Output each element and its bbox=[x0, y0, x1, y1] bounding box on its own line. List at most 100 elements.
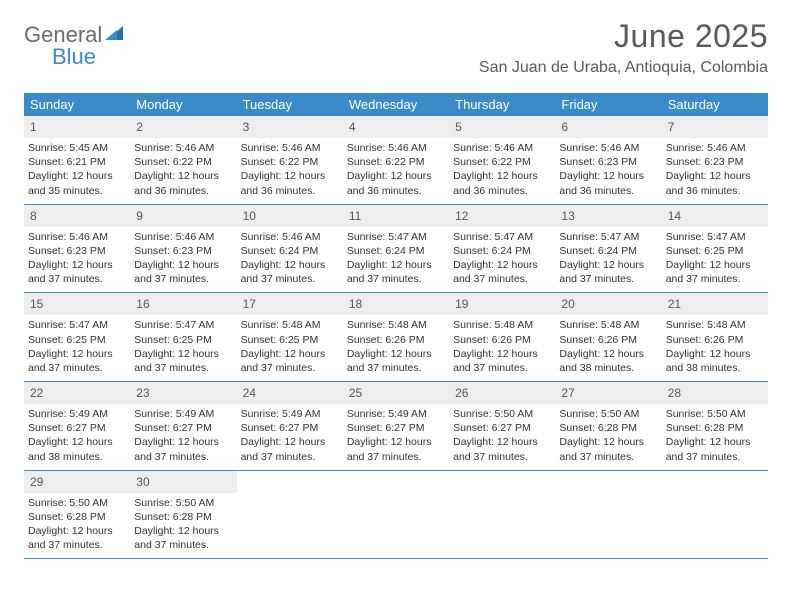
day-number-row: 9 bbox=[130, 205, 236, 227]
day-cell: 10 Sunrise: 5:46 AMSunset: 6:24 PMDayligh… bbox=[237, 205, 343, 293]
day-number-row: 24 bbox=[237, 382, 343, 404]
day-number: 9 bbox=[136, 209, 143, 223]
week-row: 8 Sunrise: 5:46 AMSunset: 6:23 PMDaylight… bbox=[24, 205, 768, 294]
logo: General Blue bbox=[24, 18, 127, 68]
day-detail: Sunrise: 5:48 AMSunset: 6:26 PMDaylight:… bbox=[666, 318, 764, 375]
day-number-row: 20 bbox=[555, 293, 661, 315]
day-number-row: 5 bbox=[449, 116, 555, 138]
day-detail: Sunrise: 5:50 AMSunset: 6:28 PMDaylight:… bbox=[559, 407, 657, 464]
day-cell: 30 Sunrise: 5:50 AMSunset: 6:28 PMDayligh… bbox=[130, 471, 236, 559]
weekday-header: Saturday bbox=[662, 93, 768, 116]
day-detail: Sunrise: 5:50 AMSunset: 6:28 PMDaylight:… bbox=[28, 496, 126, 553]
weekday-header-row: SundayMondayTuesdayWednesdayThursdayFrid… bbox=[24, 93, 768, 116]
weeks-container: 1Sunrise: 5:45 AMSunset: 6:21 PMDaylight… bbox=[24, 116, 768, 559]
weekday-header: Sunday bbox=[24, 93, 130, 116]
day-detail: Sunrise: 5:47 AMSunset: 6:24 PMDaylight:… bbox=[347, 230, 445, 287]
day-cell: 6Sunrise: 5:46 AMSunset: 6:23 PMDaylight… bbox=[555, 116, 661, 204]
day-number-row: 26 bbox=[449, 382, 555, 404]
page-title: June 2025 bbox=[479, 18, 768, 55]
day-detail: Sunrise: 5:46 AMSunset: 6:24 PMDaylight:… bbox=[241, 230, 339, 287]
day-number-row: 1 bbox=[24, 116, 130, 138]
day-cell: 28 Sunrise: 5:50 AMSunset: 6:28 PMDayligh… bbox=[662, 382, 768, 470]
day-number: 17 bbox=[243, 297, 256, 311]
day-number: 27 bbox=[561, 386, 574, 400]
day-cell: 24 Sunrise: 5:49 AMSunset: 6:27 PMDayligh… bbox=[237, 382, 343, 470]
day-cell: 17 Sunrise: 5:48 AMSunset: 6:25 PMDayligh… bbox=[237, 293, 343, 381]
logo-word-general: General bbox=[24, 24, 102, 46]
day-number-row: 4 bbox=[343, 116, 449, 138]
day-number-row: 29 bbox=[24, 471, 130, 493]
weekday-header: Thursday bbox=[449, 93, 555, 116]
day-detail: Sunrise: 5:48 AMSunset: 6:26 PMDaylight:… bbox=[559, 318, 657, 375]
day-cell: 3 Sunrise: 5:46 AMSunset: 6:22 PMDaylight… bbox=[237, 116, 343, 204]
day-number-row: 27 bbox=[555, 382, 661, 404]
week-row: 29 Sunrise: 5:50 AMSunset: 6:28 PMDayligh… bbox=[24, 471, 768, 560]
day-detail: Sunrise: 5:46 AMSunset: 6:23 PMDaylight:… bbox=[134, 230, 232, 287]
day-number: 23 bbox=[136, 386, 149, 400]
day-number: 26 bbox=[455, 386, 468, 400]
day-number-row: 2 bbox=[130, 116, 236, 138]
day-number: 4 bbox=[349, 120, 356, 134]
day-number: 5 bbox=[455, 120, 462, 134]
day-detail: Sunrise: 5:46 AMSunset: 6:23 PMDaylight:… bbox=[28, 230, 126, 287]
day-number: 12 bbox=[455, 209, 468, 223]
day-number: 10 bbox=[243, 209, 256, 223]
calendar: SundayMondayTuesdayWednesdayThursdayFrid… bbox=[24, 93, 768, 559]
day-detail: Sunrise: 5:50 AMSunset: 6:28 PMDaylight:… bbox=[134, 496, 232, 553]
day-number-row: 23 bbox=[130, 382, 236, 404]
day-number-row: 3 bbox=[237, 116, 343, 138]
title-block: June 2025 San Juan de Uraba, Antioquia, … bbox=[479, 18, 768, 77]
header: General Blue June 2025 San Juan de Uraba… bbox=[0, 0, 792, 83]
day-cell: 29 Sunrise: 5:50 AMSunset: 6:28 PMDayligh… bbox=[24, 471, 130, 559]
day-number-row: 6 bbox=[555, 116, 661, 138]
day-number-row: 10 bbox=[237, 205, 343, 227]
day-number-row: 30 bbox=[130, 471, 236, 493]
day-number-row: 13 bbox=[555, 205, 661, 227]
day-detail: Sunrise: 5:47 AMSunset: 6:25 PMDaylight:… bbox=[134, 318, 232, 375]
day-cell: 1Sunrise: 5:45 AMSunset: 6:21 PMDaylight… bbox=[24, 116, 130, 204]
day-cell: 7Sunrise: 5:46 AMSunset: 6:23 PMDaylight… bbox=[662, 116, 768, 204]
day-number: 20 bbox=[561, 297, 574, 311]
day-number: 24 bbox=[243, 386, 256, 400]
weekday-header: Tuesday bbox=[237, 93, 343, 116]
day-number: 25 bbox=[349, 386, 362, 400]
day-detail: Sunrise: 5:47 AMSunset: 6:25 PMDaylight:… bbox=[28, 318, 126, 375]
day-cell: 2Sunrise: 5:46 AMSunset: 6:22 PMDaylight… bbox=[130, 116, 236, 204]
day-detail: Sunrise: 5:48 AMSunset: 6:26 PMDaylight:… bbox=[347, 318, 445, 375]
day-number: 28 bbox=[668, 386, 681, 400]
day-number-row: 17 bbox=[237, 293, 343, 315]
day-cell: 12Sunrise: 5:47 AMSunset: 6:24 PMDayligh… bbox=[449, 205, 555, 293]
day-cell: 13Sunrise: 5:47 AMSunset: 6:24 PMDayligh… bbox=[555, 205, 661, 293]
day-detail: Sunrise: 5:48 AMSunset: 6:25 PMDaylight:… bbox=[241, 318, 339, 375]
day-number: 1 bbox=[30, 120, 37, 134]
day-number: 8 bbox=[30, 209, 37, 223]
day-detail: Sunrise: 5:48 AMSunset: 6:26 PMDaylight:… bbox=[453, 318, 551, 375]
day-number: 15 bbox=[30, 297, 43, 311]
day-number: 29 bbox=[30, 475, 43, 489]
day-cell: 18 Sunrise: 5:48 AMSunset: 6:26 PMDayligh… bbox=[343, 293, 449, 381]
day-detail: Sunrise: 5:50 AMSunset: 6:28 PMDaylight:… bbox=[666, 407, 764, 464]
day-detail: Sunrise: 5:46 AMSunset: 6:22 PMDaylight:… bbox=[241, 141, 339, 198]
logo-text-block: General Blue bbox=[24, 24, 102, 68]
day-number-row: 11 bbox=[343, 205, 449, 227]
day-number-row: 15 bbox=[24, 293, 130, 315]
day-number: 2 bbox=[136, 120, 143, 134]
day-number-row: 18 bbox=[343, 293, 449, 315]
day-number: 3 bbox=[243, 120, 250, 134]
day-detail: Sunrise: 5:49 AMSunset: 6:27 PMDaylight:… bbox=[241, 407, 339, 464]
day-number: 21 bbox=[668, 297, 681, 311]
day-number: 6 bbox=[561, 120, 568, 134]
location-subtitle: San Juan de Uraba, Antioquia, Colombia bbox=[479, 59, 768, 77]
day-number-row: 14 bbox=[662, 205, 768, 227]
weekday-header: Wednesday bbox=[343, 93, 449, 116]
day-number: 30 bbox=[136, 475, 149, 489]
week-row: 15 Sunrise: 5:47 AMSunset: 6:25 PMDayligh… bbox=[24, 293, 768, 382]
logo-word-blue: Blue bbox=[52, 46, 102, 68]
day-cell: 8 Sunrise: 5:46 AMSunset: 6:23 PMDaylight… bbox=[24, 205, 130, 293]
day-number-row: 22 bbox=[24, 382, 130, 404]
day-cell: 4Sunrise: 5:46 AMSunset: 6:22 PMDaylight… bbox=[343, 116, 449, 204]
day-cell: 20 Sunrise: 5:48 AMSunset: 6:26 PMDayligh… bbox=[555, 293, 661, 381]
day-number: 13 bbox=[561, 209, 574, 223]
day-cell: 19Sunrise: 5:48 AMSunset: 6:26 PMDayligh… bbox=[449, 293, 555, 381]
day-detail: Sunrise: 5:47 AMSunset: 6:25 PMDaylight:… bbox=[666, 230, 764, 287]
